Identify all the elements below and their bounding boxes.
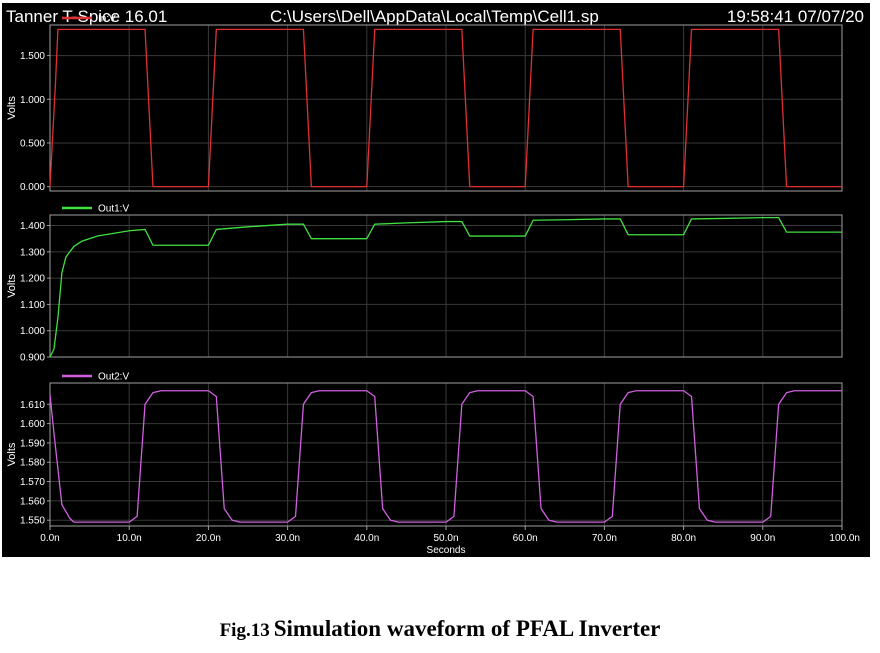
timestamp: 19:58:41 07/07/20	[726, 7, 864, 26]
y-tick-label: 1.610	[20, 400, 45, 411]
x-tick-label: 60.0n	[513, 533, 538, 544]
y-tick-label: 1.200	[20, 274, 45, 285]
x-tick-label: 0.0n	[40, 533, 59, 544]
x-tick-label: 90.0n	[750, 533, 775, 544]
series-line-out1-v	[49, 216, 842, 358]
y-tick-label: 1.560	[20, 496, 45, 507]
app-title: Tanner T-Spice 16.01	[6, 7, 168, 26]
y-tick-label: 0.000	[20, 182, 45, 193]
y-axis-label: Volts	[6, 274, 18, 298]
x-tick-label: 20.0n	[196, 533, 221, 544]
x-tick-label: 100.0n	[829, 533, 860, 544]
legend-label: In:V	[98, 14, 116, 25]
plot-panel-1: 0.000 0.500 1.000 1.500 Volts In:V	[6, 14, 843, 193]
series-line-in-v	[49, 28, 842, 188]
y-tick-label: 1.600	[20, 419, 45, 430]
plot-border	[49, 214, 843, 358]
y-tick-label: 1.400	[20, 221, 45, 232]
title-bar: Tanner T-Spice 16.01 C:\Users\Dell\AppDa…	[2, 3, 870, 29]
y-tick-label: 1.590	[20, 438, 45, 449]
y-tick-label: 1.000	[20, 326, 45, 337]
y-tick-label: 0.500	[20, 138, 45, 149]
figure-caption: Fig.13 Simulation waveform of PFAL Inver…	[0, 616, 880, 642]
waveform-viewer-window: Tanner T-Spice 16.01 C:\Users\Dell\AppDa…	[2, 3, 870, 557]
y-tick-label: 1.500	[20, 51, 45, 62]
plot-panel-3: 1.550 1.560 1.570 1.580 1.590 1.600 1.610 Volts…	[6, 372, 843, 527]
file-path: C:\Users\Dell\AppData\Local\Temp\Cell1.s…	[270, 7, 599, 26]
figure-number: Fig.13	[219, 620, 270, 641]
x-tick-label: 80.0n	[671, 533, 696, 544]
y-tick-label: 1.550	[20, 516, 45, 527]
y-tick-label: 1.000	[20, 95, 45, 106]
x-tick-label: 40.0n	[354, 533, 379, 544]
y-tick-label: 1.100	[20, 300, 45, 311]
series-line-out2-v	[49, 390, 842, 523]
y-tick-label: 1.570	[20, 477, 45, 488]
x-tick-label: 30.0n	[275, 533, 300, 544]
y-tick-label: 1.580	[20, 458, 45, 469]
y-axis-label: Volts	[6, 96, 18, 120]
x-axis-label: Seconds	[427, 545, 466, 556]
plot-panel-2: 0.900 1.000 1.100 1.200 1.300 1.400 Volts Out1:…	[6, 204, 843, 364]
figure-caption-text: Simulation waveform of PFAL Inverter	[273, 616, 661, 641]
legend-label: Out1:V	[98, 204, 129, 215]
y-tick-label: 0.900	[20, 353, 45, 364]
x-tick-label: 10.0n	[117, 533, 142, 544]
legend-label: Out2:V	[98, 372, 129, 383]
x-tick-label: 70.0n	[592, 533, 617, 544]
waveform-plots: 0.000 0.500 1.000 1.500 Volts In:V 0.900 1.000 1…	[6, 14, 860, 557]
plot-border	[49, 24, 843, 192]
x-tick-label: 50.0n	[433, 533, 458, 544]
y-axis-label: Volts	[6, 442, 18, 466]
y-tick-label: 1.300	[20, 247, 45, 258]
